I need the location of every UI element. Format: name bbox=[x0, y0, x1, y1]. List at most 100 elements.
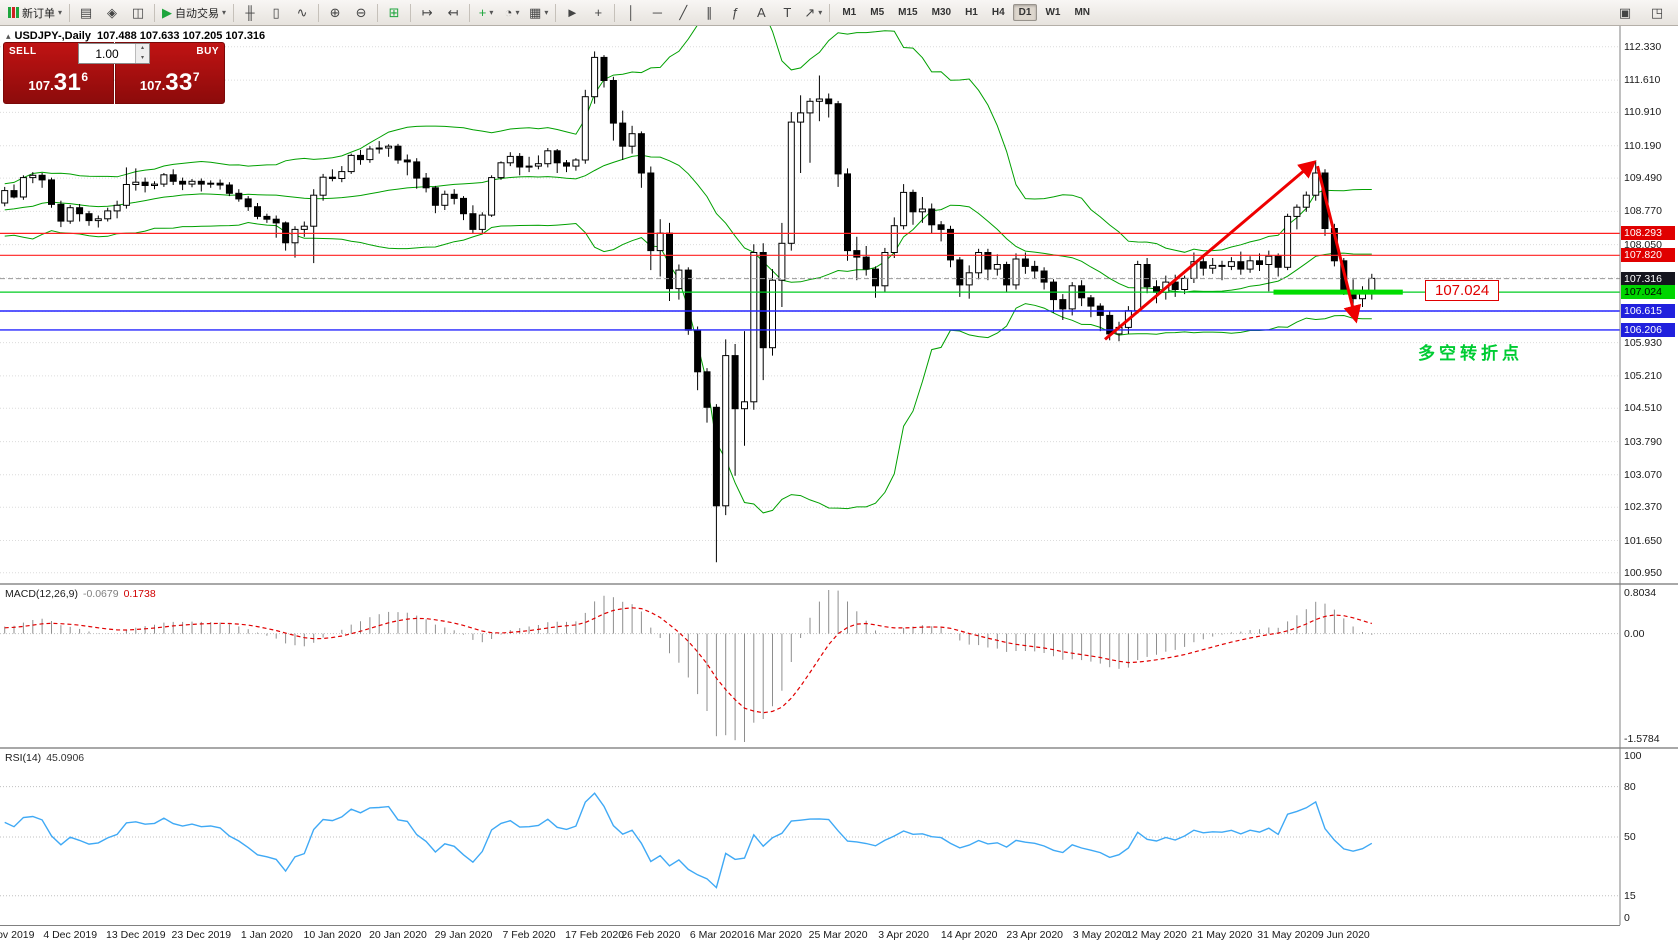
new-chart-icon: ▣ bbox=[1618, 5, 1632, 20]
templates-icon[interactable]: ▦ ▾ bbox=[525, 2, 552, 24]
caret-down-icon: ▾ bbox=[489, 8, 494, 17]
timeframe-w1[interactable]: W1 bbox=[1045, 7, 1061, 18]
date-label: 25 Nov 2019 bbox=[0, 929, 35, 941]
toolbar-separator bbox=[469, 3, 471, 22]
toolbar-separator bbox=[614, 3, 616, 22]
channel-tool-icon[interactable]: ∥ bbox=[696, 2, 722, 24]
date-label: 26 Feb 2020 bbox=[621, 929, 681, 941]
price-callout-label: 107.024 bbox=[1425, 280, 1500, 302]
timeframe-h4[interactable]: H4 bbox=[991, 7, 1005, 18]
price-scale-label: 102.370 bbox=[1624, 501, 1662, 514]
chart-ohlc: 107.488 107.633 107.205 107.316 bbox=[96, 30, 266, 42]
timeframe-d1[interactable]: D1 bbox=[1012, 4, 1038, 21]
timeframe-mn[interactable]: MN bbox=[1074, 7, 1091, 18]
timeframe-h1[interactable]: H1 bbox=[965, 7, 978, 18]
sell-price: 107.316 bbox=[28, 69, 89, 96]
rsi-scale-label: 50 bbox=[1624, 831, 1636, 843]
candlestick-chart-icon[interactable]: ▯ bbox=[263, 2, 289, 24]
chart-shift-icon[interactable]: ↤ bbox=[440, 2, 466, 24]
indicators-icon[interactable]: + ▾ bbox=[473, 2, 499, 24]
price-scale-label: 104.510 bbox=[1624, 402, 1662, 415]
macd-indicator bbox=[0, 590, 1620, 742]
trendline-tool-icon[interactable]: ╱ bbox=[670, 2, 696, 24]
price-scale-label: 105.210 bbox=[1624, 369, 1662, 382]
new-order-button[interactable]: 新订单 ▾ bbox=[4, 2, 66, 24]
price-badge: 107.820 bbox=[1621, 248, 1675, 263]
label-tool-icon: T bbox=[783, 5, 792, 20]
date-label: 7 Feb 2020 bbox=[502, 929, 556, 941]
market-watch-icon[interactable]: ▤ bbox=[73, 2, 99, 24]
navigator-icon[interactable]: ◈ bbox=[99, 2, 125, 24]
volume-input[interactable] bbox=[79, 44, 135, 63]
auto-scroll-icon: ↦ bbox=[421, 5, 433, 20]
buy-label: BUY bbox=[196, 46, 219, 57]
toolbar-right: ▣ ◳ bbox=[1612, 2, 1674, 24]
timeframe-m30[interactable]: M30 bbox=[931, 7, 952, 18]
price-scale-label: 110.910 bbox=[1624, 106, 1662, 119]
candlestick-chart-icon: ▯ bbox=[272, 5, 280, 20]
autotrading-icon: ▶ bbox=[162, 5, 173, 20]
crosshair-icon[interactable]: + bbox=[585, 2, 611, 24]
price-scale-label: 112.330 bbox=[1624, 40, 1662, 53]
cursor-icon[interactable]: ► bbox=[559, 2, 585, 24]
chart-windows-icon[interactable]: ◳ bbox=[1644, 2, 1670, 24]
timeframe-m1[interactable]: M1 bbox=[842, 7, 857, 18]
market-watch-icon: ▤ bbox=[79, 5, 93, 20]
periods-icon[interactable]: ◔ ▾ bbox=[499, 2, 525, 24]
arrows-tool-icon[interactable]: ↗ ▾ bbox=[800, 2, 826, 24]
toolbar: 新订单 ▾ ▤ ◈ ◫ ▶ 自动交易 ▾ ╫ ▯ ∿ ⊕ ⊖ ⊞ ↦ ↤ + ▾ ◔ ▾ ▦ ▾ ► + │ ─ ╱ ∥ ƒ A T ↗ ▾ M1… bbox=[0, 0, 1678, 26]
caret-down-icon: ▾ bbox=[818, 8, 823, 17]
price-scale-label: 105.930 bbox=[1624, 336, 1662, 349]
autotrading-button-label: 自动交易 bbox=[175, 7, 220, 20]
caret-down-icon: ▾ bbox=[515, 8, 520, 17]
date-axis[interactable]: 25 Nov 2019 4 Dec 2019 13 Dec 2019 23 Dec 2… bbox=[0, 925, 1620, 944]
vertical-line-tool-icon[interactable]: │ bbox=[618, 2, 644, 24]
line-chart-icon: ∿ bbox=[296, 5, 308, 20]
line-chart-icon[interactable]: ∿ bbox=[289, 2, 315, 24]
spinner-down-icon[interactable]: ▾ bbox=[136, 53, 149, 63]
volume-spinner[interactable]: ▴ ▾ bbox=[135, 44, 149, 63]
auto-scroll-icon[interactable]: ↦ bbox=[414, 2, 440, 24]
macd-scale-label: -1.5784 bbox=[1624, 733, 1660, 745]
chart-title: USDJPY-,Daily bbox=[14, 30, 91, 42]
timeframe-m5[interactable]: M5 bbox=[870, 7, 885, 18]
horizontal-line-tool-icon[interactable]: ─ bbox=[644, 2, 670, 24]
macd-name: MACD(12,26,9) bbox=[5, 588, 78, 600]
chart-shift-icon: ↤ bbox=[447, 5, 459, 20]
bar-chart-icon[interactable]: ╫ bbox=[237, 2, 263, 24]
timeframe-m15[interactable]: M15 bbox=[898, 7, 918, 18]
trendline-tool-icon: ╱ bbox=[679, 5, 688, 20]
price-badge: 106.615 bbox=[1621, 304, 1675, 318]
date-label: 17 Feb 2020 bbox=[565, 929, 625, 941]
zoom-in-icon: ⊕ bbox=[329, 5, 341, 20]
price-axis[interactable]: 112.330 111.610 110.910 110.190 109.490 108.7… bbox=[1620, 26, 1678, 925]
date-label: 31 May 2020 bbox=[1257, 929, 1318, 941]
date-label: 13 Dec 2019 bbox=[106, 929, 166, 941]
new-chart-icon[interactable]: ▣ bbox=[1612, 2, 1638, 24]
spinner-up-icon[interactable]: ▴ bbox=[136, 44, 149, 54]
text-tool-icon[interactable]: A bbox=[748, 2, 774, 24]
oneclick-toggle-icon[interactable]: ▴ bbox=[6, 31, 11, 41]
terminal-icon: ◫ bbox=[131, 5, 145, 20]
tile-windows-icon: ⊞ bbox=[388, 5, 400, 20]
zoom-in-icon[interactable]: ⊕ bbox=[322, 2, 348, 24]
text-tool-icon: A bbox=[757, 5, 766, 20]
rsi-label: RSI(14) 45.0906 bbox=[5, 752, 84, 764]
tile-windows-icon[interactable]: ⊞ bbox=[381, 2, 407, 24]
autotrading-button[interactable]: ▶ 自动交易 ▾ bbox=[158, 2, 230, 24]
price-scale-label: 103.790 bbox=[1624, 435, 1662, 448]
rsi-indicator bbox=[0, 786, 1620, 897]
zoom-out-icon[interactable]: ⊖ bbox=[348, 2, 374, 24]
toolbar-separator bbox=[410, 3, 412, 22]
zoom-out-icon: ⊖ bbox=[355, 5, 367, 20]
date-label: 23 Apr 2020 bbox=[1006, 929, 1064, 941]
fibonacci-tool-icon[interactable]: ƒ bbox=[722, 2, 748, 24]
label-tool-icon[interactable]: T bbox=[774, 2, 800, 24]
rsi-scale-label: 15 bbox=[1624, 889, 1636, 902]
caret-down-icon: ▾ bbox=[222, 8, 227, 17]
date-label: 4 Dec 2019 bbox=[43, 929, 98, 941]
terminal-icon[interactable]: ◫ bbox=[125, 2, 151, 24]
navigator-icon: ◈ bbox=[107, 5, 118, 20]
